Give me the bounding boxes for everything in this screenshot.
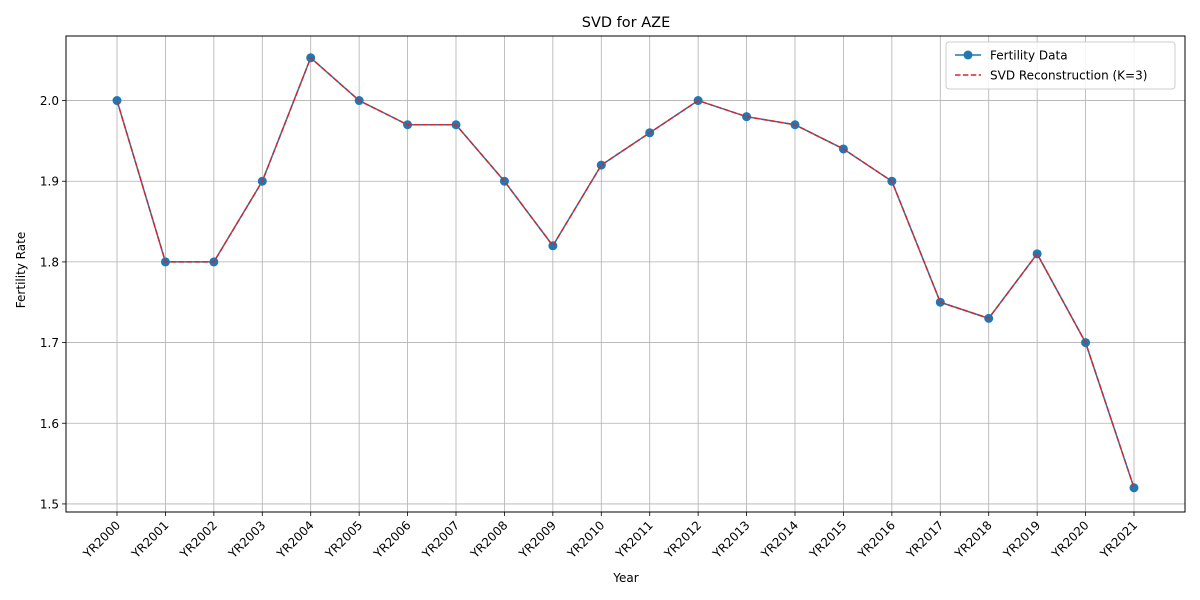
- y-tick-label: 1.8: [40, 255, 59, 269]
- legend-marker-fertility-data: [963, 50, 973, 60]
- data-point: [596, 160, 606, 170]
- series-line-svd-reconstruction-k-3: [116, 57, 1135, 489]
- y-tick-label: 2.0: [40, 94, 59, 108]
- y-tick-label: 1.7: [40, 336, 59, 350]
- y-tick-label: 1.6: [40, 417, 59, 431]
- y-tick-label: 1.9: [40, 175, 59, 189]
- chart-title: SVD for AZE: [582, 15, 670, 31]
- legend-label-fertility-data: Fertility Data: [990, 49, 1068, 63]
- y-axis: 1.5 1.6 1.7 1.8 1.9 2.0: [40, 94, 66, 511]
- series-layer: [112, 53, 1139, 493]
- legend-label-svd-reconstruction: SVD Reconstruction (K=3): [990, 69, 1147, 83]
- plot-frame: [65, 35, 1186, 513]
- y-tick-label: 1.5: [40, 497, 59, 511]
- legend: Fertility Data SVD Reconstruction (K=3): [945, 41, 1176, 90]
- grid: [66, 36, 1185, 512]
- legend-box: [945, 41, 1176, 90]
- data-point: [935, 297, 945, 307]
- data-point: [1129, 483, 1139, 493]
- x-axis-label: Year: [612, 571, 638, 585]
- y-axis-label: Fertility Rate: [14, 232, 28, 308]
